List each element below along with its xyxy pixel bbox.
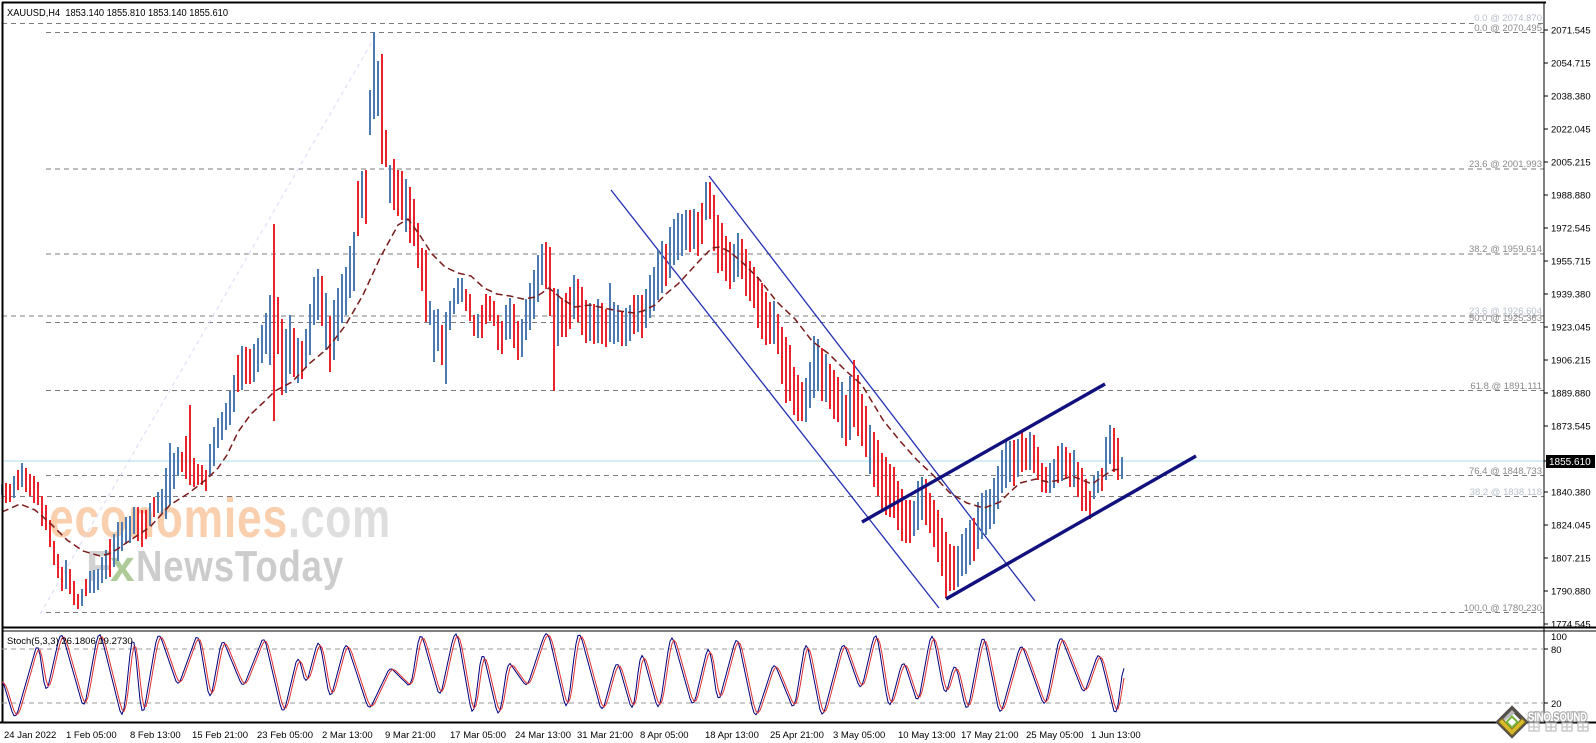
svg-text:80: 80 bbox=[1551, 645, 1562, 656]
svg-text:2038.380: 2038.380 bbox=[1551, 92, 1591, 103]
svg-text:23.6 @ 2001.993: 23.6 @ 2001.993 bbox=[1469, 159, 1542, 170]
svg-text:10 May 13:00: 10 May 13:00 bbox=[898, 730, 956, 741]
svg-text:1972.545: 1972.545 bbox=[1551, 224, 1591, 235]
svg-text:3 May 05:00: 3 May 05:00 bbox=[833, 730, 885, 741]
svg-text:2022.045: 2022.045 bbox=[1551, 125, 1591, 136]
svg-text:17 May 21:00: 17 May 21:00 bbox=[961, 730, 1019, 741]
svg-text:1955.715: 1955.715 bbox=[1551, 257, 1591, 268]
svg-text:61.8 @ 1891.111: 61.8 @ 1891.111 bbox=[1470, 381, 1542, 392]
svg-text:38.2 @ 1959.614: 38.2 @ 1959.614 bbox=[1469, 244, 1542, 255]
svg-text:1923.045: 1923.045 bbox=[1551, 323, 1591, 334]
svg-text:1807.215: 1807.215 bbox=[1551, 554, 1591, 565]
svg-text:38.2 @ 1838.118: 38.2 @ 1838.118 bbox=[1470, 487, 1542, 498]
svg-text:15 Feb 21:00: 15 Feb 21:00 bbox=[192, 730, 248, 741]
svg-text:24 Jan 2022: 24 Jan 2022 bbox=[4, 730, 56, 741]
svg-text:18 Apr 13:00: 18 Apr 13:00 bbox=[705, 730, 759, 741]
svg-text:31 Mar 21:00: 31 Mar 21:00 bbox=[577, 730, 633, 741]
svg-text:2005.215: 2005.215 bbox=[1551, 158, 1591, 169]
svg-text:Stoch(5,3,3) 26.1806 19.2730: Stoch(5,3,3) 26.1806 19.2730 bbox=[7, 636, 133, 647]
svg-text:1824.045: 1824.045 bbox=[1551, 521, 1591, 532]
svg-text:1840.380: 1840.380 bbox=[1551, 488, 1591, 499]
svg-text:.com: .com bbox=[288, 486, 391, 549]
svg-text:1889.880: 1889.880 bbox=[1551, 389, 1591, 400]
svg-text:100: 100 bbox=[1551, 632, 1567, 643]
svg-text:2071.545: 2071.545 bbox=[1551, 26, 1591, 37]
svg-text:8 Apr 05:00: 8 Apr 05:00 bbox=[640, 730, 689, 741]
svg-text:17 Mar 05:00: 17 Mar 05:00 bbox=[450, 730, 506, 741]
svg-text:100.0 @ 1780.230: 100.0 @ 1780.230 bbox=[1464, 603, 1542, 614]
svg-text:1 Jun 13:00: 1 Jun 13:00 bbox=[1091, 730, 1141, 741]
svg-text:XAUUSD,H4 1853.140 1855.810 1: XAUUSD,H4 1853.140 1855.810 1853.140 185… bbox=[7, 8, 228, 19]
svg-text:50.0 @ 1925.363: 50.0 @ 1925.363 bbox=[1469, 313, 1542, 324]
svg-text:SINO SOUND: SINO SOUND bbox=[1528, 712, 1587, 724]
svg-text:1988.880: 1988.880 bbox=[1551, 191, 1591, 202]
svg-text:2054.715: 2054.715 bbox=[1551, 59, 1591, 70]
svg-text:25 May 05:00: 25 May 05:00 bbox=[1026, 730, 1084, 741]
svg-text:9 Mar 21:00: 9 Mar 21:00 bbox=[385, 730, 436, 741]
svg-text:2 Mar 13:00: 2 Mar 13:00 bbox=[322, 730, 373, 741]
svg-text:NewsToday: NewsToday bbox=[136, 542, 344, 591]
svg-text:1939.380: 1939.380 bbox=[1551, 290, 1591, 301]
svg-text:23.6 @ 1926.604: 23.6 @ 1926.604 bbox=[1469, 306, 1542, 317]
svg-text:20: 20 bbox=[1551, 699, 1562, 710]
svg-text:SINO SOUND: SINO SOUND bbox=[1528, 712, 1587, 724]
svg-text:23 Feb 05:00: 23 Feb 05:00 bbox=[257, 730, 313, 741]
svg-text:1790.880: 1790.880 bbox=[1551, 587, 1591, 598]
svg-text:24 Mar 13:00: 24 Mar 13:00 bbox=[515, 730, 571, 741]
svg-text:25 Apr 21:00: 25 Apr 21:00 bbox=[770, 730, 824, 741]
svg-text:8 Feb 13:00: 8 Feb 13:00 bbox=[130, 730, 181, 741]
svg-text:1906.215: 1906.215 bbox=[1551, 356, 1591, 367]
svg-text:economies: economies bbox=[49, 486, 288, 549]
svg-text:0.0 @ 2070.495: 0.0 @ 2070.495 bbox=[1474, 23, 1542, 34]
svg-text:1774.545: 1774.545 bbox=[1551, 620, 1591, 631]
svg-text:76.4 @ 1848.733: 76.4 @ 1848.733 bbox=[1469, 466, 1542, 477]
svg-text:1855.610: 1855.610 bbox=[1549, 457, 1591, 468]
svg-text:0.0 @ 2074.870: 0.0 @ 2074.870 bbox=[1474, 13, 1542, 24]
svg-text:1 Feb 05:00: 1 Feb 05:00 bbox=[66, 730, 117, 741]
svg-text:1873.545: 1873.545 bbox=[1551, 422, 1591, 433]
